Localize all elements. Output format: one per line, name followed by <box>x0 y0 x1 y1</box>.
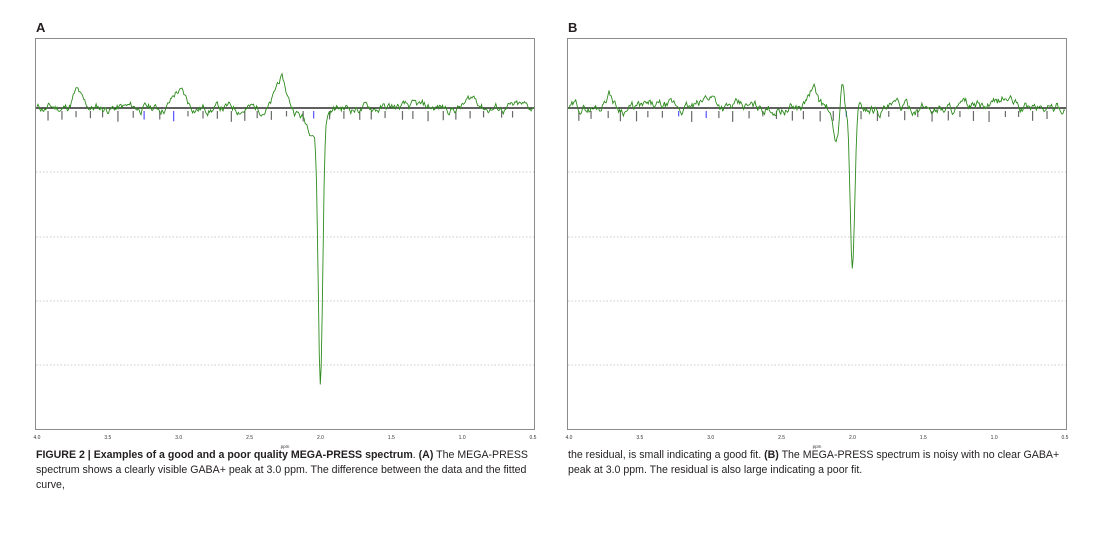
x-tick-label: 1.5 <box>920 435 927 441</box>
metabolite-marker <box>647 111 649 118</box>
metabolite-marker <box>159 111 161 120</box>
metabolite-marker <box>691 111 693 122</box>
metabolite-marker <box>455 111 457 120</box>
x-tick-label: 3.0 <box>707 435 714 441</box>
metabolite-marker <box>718 111 720 119</box>
metabolite-marker <box>947 111 949 121</box>
metabolite-marker <box>427 111 429 122</box>
metabolite-marker <box>607 111 609 119</box>
metabolite-marker <box>678 111 680 117</box>
caption-b-label: (B) <box>764 449 779 461</box>
metabolite-marker <box>75 111 77 118</box>
metabolite-marker <box>988 111 990 122</box>
x-axis-label: ppm <box>281 444 290 449</box>
metabolite-marker <box>501 111 503 118</box>
metabolite-marker <box>791 111 793 121</box>
metabolite-marker <box>578 111 580 121</box>
metabolite-marker <box>888 111 890 117</box>
caption-a-text-cont: the residual, is small indicating a good… <box>568 449 765 461</box>
metabolite-marker <box>931 111 933 122</box>
metabolite-marker <box>819 111 821 122</box>
metabolite-marker <box>469 111 471 119</box>
metabolite-marker <box>370 111 372 120</box>
x-tick-label: 0.5 <box>1062 435 1069 441</box>
metabolite-marker <box>619 111 621 122</box>
metabolite-marker <box>442 111 444 121</box>
metabolite-marker <box>343 111 345 119</box>
metabolite-marker <box>1046 111 1048 119</box>
x-tick-label: 0.5 <box>530 435 537 441</box>
spectrum-line <box>36 72 534 385</box>
x-tick-label: 4.0 <box>34 435 41 441</box>
metabolite-marker <box>216 111 218 119</box>
caption-b-text: The MEGA-PRESS spectrum is noisy with no… <box>568 449 1060 476</box>
metabolite-marker <box>359 111 361 120</box>
metabolite-marker <box>285 111 288 117</box>
metabolite-marker <box>661 111 663 118</box>
metabolite-marker <box>904 111 906 121</box>
panel-letter-a: A <box>36 20 46 35</box>
figure-caption-left: FIGURE 2 | Examples of a good and a poor… <box>36 448 536 493</box>
metabolite-marker <box>917 111 919 118</box>
spectrum-line <box>568 82 1066 269</box>
x-tick-label: 2.0 <box>317 435 324 441</box>
metabolite-marker <box>1031 111 1034 121</box>
metabolite-marker <box>89 111 92 119</box>
metabolite-marker <box>511 111 514 118</box>
x-tick-label: 1.5 <box>388 435 395 441</box>
metabolite-marker <box>401 111 404 120</box>
figure-caption-right: the residual, is small indicating a good… <box>568 448 1068 478</box>
x-tick-label: 3.5 <box>104 435 111 441</box>
metabolite-marker <box>101 111 104 118</box>
metabolite-marker <box>832 111 834 121</box>
metabolite-marker <box>47 111 49 121</box>
metabolite-marker <box>860 111 862 120</box>
metabolite-marker <box>313 111 315 119</box>
metabolite-marker <box>876 111 879 121</box>
metabolite-marker <box>959 111 961 118</box>
metabolite-marker <box>732 111 734 122</box>
metabolite-marker <box>590 111 592 119</box>
x-tick-label: 3.0 <box>175 435 182 441</box>
metabolite-marker <box>173 111 175 122</box>
metabolite-marker <box>802 111 805 120</box>
x-tick-label: 2.5 <box>246 435 253 441</box>
x-axis-label: ppm <box>813 444 822 449</box>
metabolite-marker <box>1017 111 1020 117</box>
metabolite-marker <box>143 111 145 120</box>
metabolite-marker <box>482 111 485 118</box>
metabolite-marker <box>61 111 63 120</box>
metabolite-marker <box>244 111 246 121</box>
caption-a-label: (A) <box>418 449 434 461</box>
metabolite-marker <box>412 111 414 119</box>
metabolite-marker <box>384 111 386 119</box>
metabolite-marker <box>132 111 134 118</box>
panel-letter-b: B <box>568 20 578 35</box>
metabolite-marker <box>230 111 232 122</box>
metabolite-marker <box>635 111 638 122</box>
metabolite-marker <box>187 111 189 117</box>
caption-a-text: The MEGA-PRESS spectrum shows a clearly … <box>36 449 528 491</box>
figure-label: FIGURE 2 | Examples of a good and a poor… <box>36 449 413 461</box>
x-tick-label: 3.5 <box>636 435 643 441</box>
x-tick-label: 1.0 <box>459 435 466 441</box>
x-tick-label: 2.0 <box>849 435 856 441</box>
x-tick-label: 2.5 <box>778 435 785 441</box>
metabolite-marker <box>972 111 975 121</box>
metabolite-marker <box>256 111 258 119</box>
metabolite-marker <box>117 111 119 122</box>
metabolite-marker <box>1004 111 1006 118</box>
x-tick-label: 4.0 <box>566 435 573 441</box>
metabolite-marker <box>762 111 764 117</box>
metabolite-marker <box>202 111 204 119</box>
metabolite-marker <box>270 111 272 120</box>
caption-sep: . <box>412 449 419 461</box>
metabolite-marker <box>748 111 750 119</box>
x-tick-label: 1.0 <box>991 435 998 441</box>
metabolite-marker <box>705 111 707 119</box>
